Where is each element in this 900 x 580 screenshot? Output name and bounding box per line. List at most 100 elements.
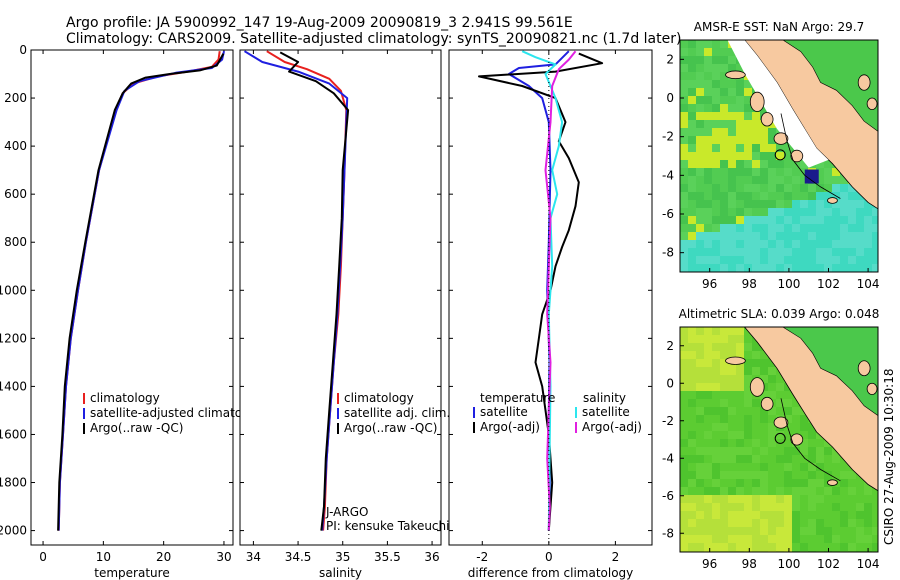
sla_map-cell <box>784 535 792 543</box>
sst_map-cell <box>760 168 768 176</box>
sst_map-cell <box>680 40 688 48</box>
sst_map-cell <box>744 168 752 176</box>
sst_map-cell <box>728 152 736 160</box>
sla_map-cell <box>800 415 808 423</box>
sst_map-cell <box>816 232 824 240</box>
sla_map-cell <box>696 527 704 535</box>
sst_map-cell <box>728 192 736 200</box>
sst_map-cell <box>728 144 736 152</box>
sla_map-cell <box>792 455 800 463</box>
sla_map-cell <box>696 367 704 375</box>
sla_map-cell <box>680 343 688 351</box>
sst_map-cell <box>840 232 848 240</box>
sst_map-ytick-label: 2 <box>666 52 674 66</box>
sla_map-cell <box>856 519 864 527</box>
sla_map-cell <box>696 495 704 503</box>
sla_map-title: Altimetric SLA: 0.039 Argo: 0.048 <box>679 307 880 321</box>
sla_map-cell <box>704 399 712 407</box>
sla_map-cell <box>848 471 856 479</box>
sla_map-cell <box>736 503 744 511</box>
sst_map-cell <box>824 168 832 176</box>
sla_map-cell <box>696 503 704 511</box>
temperature-xtick-label: 0 <box>39 550 47 564</box>
sst_map-float-marker <box>774 149 786 161</box>
sla_map-cell <box>696 447 704 455</box>
sla_map-island <box>725 356 746 365</box>
figure-title-line2: Climatology: CARS2009. Satellite-adjuste… <box>66 31 681 47</box>
sst_map-cell <box>696 136 704 144</box>
sla_map-cell <box>760 479 768 487</box>
sla_map-cell <box>784 487 792 495</box>
sla_map-cell <box>720 407 728 415</box>
sla_map-cell <box>680 383 688 391</box>
sla_map-cell <box>776 487 784 495</box>
sla_map-cell <box>704 423 712 431</box>
sst_map-cell <box>776 200 784 208</box>
sst_map-cell <box>760 208 768 216</box>
sla_map-cell <box>712 463 720 471</box>
sla_map-cell <box>720 351 728 359</box>
sst_map-cell <box>768 200 776 208</box>
sst_map-cell <box>744 184 752 192</box>
sst_map-cell <box>808 192 816 200</box>
sst_map-cell <box>768 248 776 256</box>
sla_map-cell <box>872 543 878 551</box>
sla_map-cell <box>720 415 728 423</box>
sst_map-cell <box>808 184 816 192</box>
sla_map-cell <box>832 527 840 535</box>
sst_map-cell <box>736 88 744 96</box>
sla_map-cell <box>736 335 744 343</box>
sla_map-cell <box>712 359 720 367</box>
sla_map-cell <box>784 415 792 423</box>
sst_map-cell <box>720 160 728 168</box>
sst_map-cell <box>840 184 848 192</box>
sla_map-cell <box>744 399 752 407</box>
sla_map-cell <box>712 479 720 487</box>
sst_map-cell <box>720 56 728 64</box>
sla_map-cell <box>696 463 704 471</box>
sst_map-cell <box>800 200 808 208</box>
sla_map-cell <box>680 463 688 471</box>
sla_map-cell <box>704 383 712 391</box>
sst_map-cell <box>776 232 784 240</box>
sla_map-cell <box>736 423 744 431</box>
sst_map-cell <box>744 128 752 136</box>
sst_map-cell <box>688 256 696 264</box>
sst_map-cell <box>736 144 744 152</box>
sst_map-cell <box>744 88 752 96</box>
sst_map-cell <box>760 176 768 184</box>
sst_map-cell <box>832 216 840 224</box>
sla_map-cell <box>760 375 768 383</box>
sla_map-cell <box>768 511 776 519</box>
sst_map-cell <box>832 184 840 192</box>
sla_map-cell <box>784 391 792 399</box>
sst_map-cell <box>696 112 704 120</box>
sst_map-island <box>790 149 804 163</box>
sst_map-cell <box>776 176 784 184</box>
sla_map-cell <box>840 471 848 479</box>
sla_map-cell <box>712 447 720 455</box>
sst_map-cell <box>696 256 704 264</box>
sst_map-cell <box>848 184 856 192</box>
sst_map-cell <box>696 104 704 112</box>
sst_map-cell <box>752 216 760 224</box>
sla_map-cell <box>816 455 824 463</box>
sla_map-cell <box>728 407 736 415</box>
sst_map-cell <box>784 264 792 272</box>
sst_map-cell <box>768 216 776 224</box>
sla_map-cell <box>768 375 776 383</box>
sla_map-cell <box>768 503 776 511</box>
sst_map-cell <box>768 136 776 144</box>
sst_map-cell <box>800 248 808 256</box>
sla_map-cell <box>704 343 712 351</box>
sst_map-cell <box>720 184 728 192</box>
sst_map-cell <box>680 216 688 224</box>
sst_map-cell <box>784 232 792 240</box>
sst_map-cell <box>712 128 720 136</box>
sst_map-cell <box>856 240 864 248</box>
sst_map-island <box>857 74 871 91</box>
sla_map-cell <box>752 367 760 375</box>
sla_map-cell <box>864 503 872 511</box>
sla_map-cell <box>784 479 792 487</box>
temperature-xtick-label: 10 <box>96 550 111 564</box>
